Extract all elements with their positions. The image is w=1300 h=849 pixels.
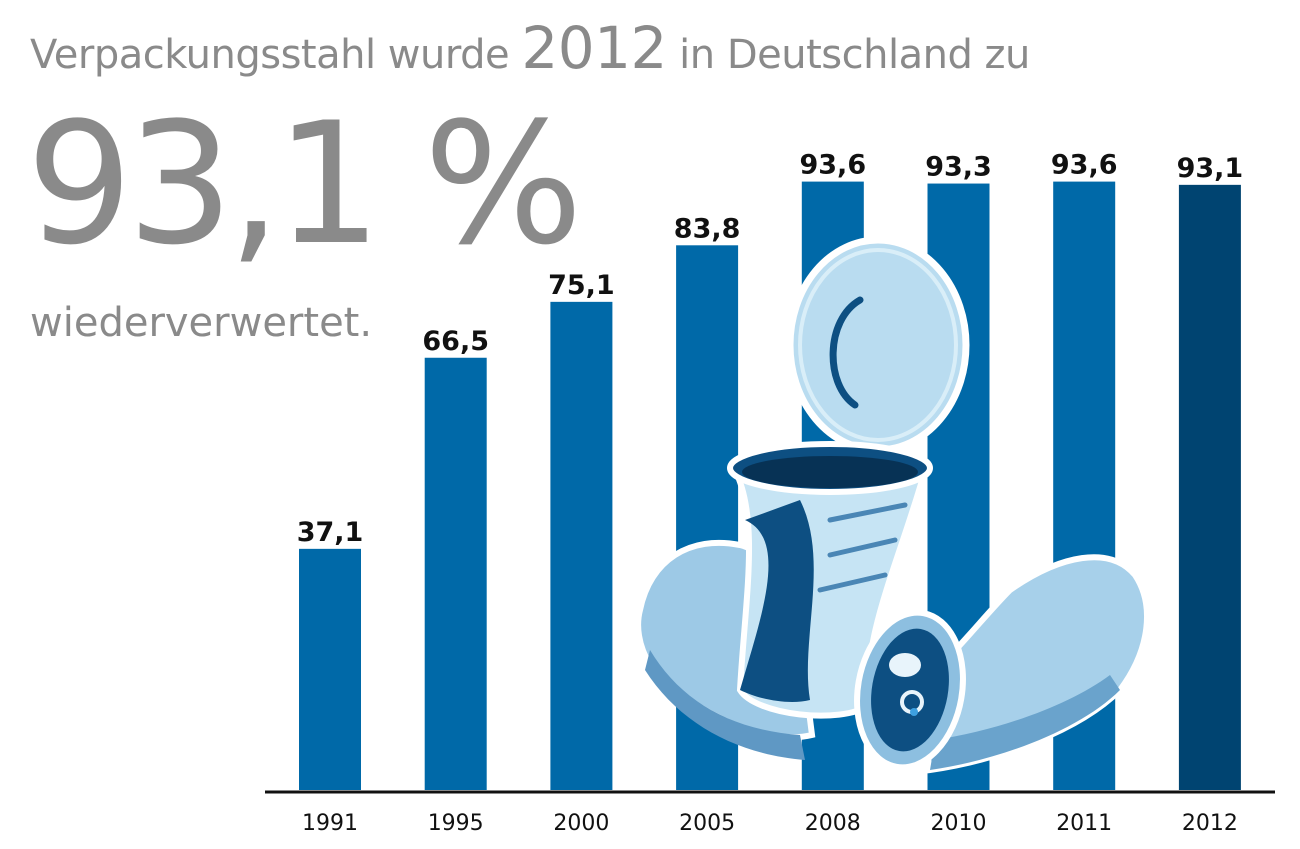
data-label-1995: 66,5 xyxy=(422,326,489,357)
headline-year: 2012 xyxy=(521,14,667,82)
x-tick-2000: 2000 xyxy=(553,811,609,836)
headline: Verpackungsstahl wurde 2012 in Deutschla… xyxy=(30,14,1030,82)
x-tick-1991: 1991 xyxy=(302,811,358,836)
data-label-2005: 83,8 xyxy=(674,213,741,244)
data-label-2000: 75,1 xyxy=(548,270,615,301)
bar-1995 xyxy=(424,357,487,790)
x-tick-2008: 2008 xyxy=(805,811,861,836)
x-tick-2011: 2011 xyxy=(1056,811,1112,836)
data-label-1991: 37,1 xyxy=(297,517,364,548)
data-label-2011: 93,6 xyxy=(1051,150,1118,181)
subline: wiederverwertet. xyxy=(30,300,373,346)
data-label-2010: 93,3 xyxy=(925,152,992,183)
x-tick-2010: 2010 xyxy=(931,811,987,836)
bar-1991 xyxy=(299,548,361,790)
bar-2000 xyxy=(550,301,613,790)
tin-can-illustration-icon xyxy=(635,236,1150,774)
headline-prefix: Verpackungsstahl wurde xyxy=(30,32,510,78)
data-label-2008: 93,6 xyxy=(799,150,866,181)
x-tick-1995: 1995 xyxy=(428,811,484,836)
x-tick-2012: 2012 xyxy=(1182,811,1238,836)
headline-suffix: in Deutschland zu xyxy=(679,32,1030,78)
bar-2012 xyxy=(1178,184,1241,791)
big-percent-value: 93,1 % xyxy=(26,86,583,282)
x-tick-2005: 2005 xyxy=(679,811,735,836)
data-label-2012: 93,1 xyxy=(1177,153,1244,184)
